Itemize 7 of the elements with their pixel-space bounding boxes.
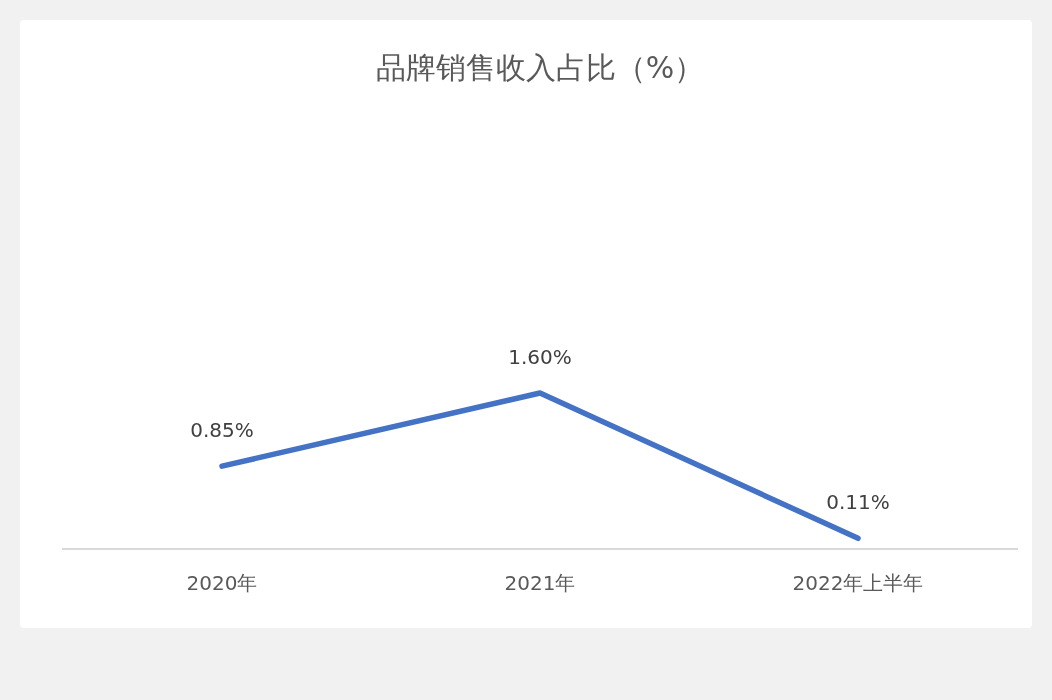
data-label: 1.60% [508, 345, 572, 370]
x-tick-label: 2020年 [186, 571, 258, 596]
data-label: 0.11% [826, 490, 890, 515]
x-tick-label: 2021年 [504, 571, 576, 596]
chart-title: 品牌销售收入占比（%） [375, 49, 705, 85]
data-label: 0.85% [190, 418, 254, 443]
x-tick-label: 2022年上半年 [792, 571, 924, 596]
